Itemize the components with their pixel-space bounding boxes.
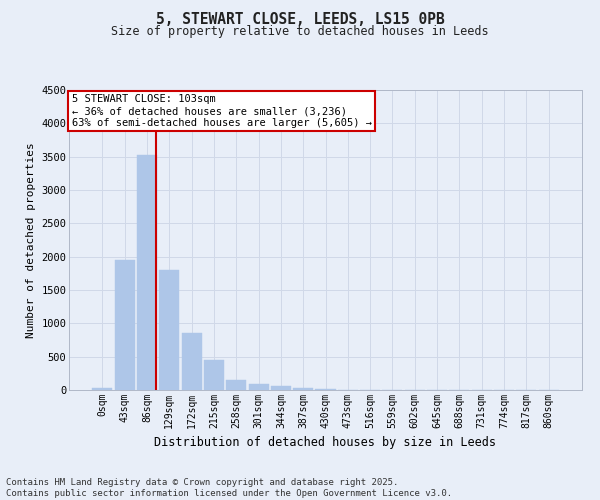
Bar: [226, 380, 246, 390]
Bar: [182, 334, 202, 390]
Bar: [115, 260, 135, 390]
Y-axis label: Number of detached properties: Number of detached properties: [26, 142, 35, 338]
Text: 5 STEWART CLOSE: 103sqm
← 36% of detached houses are smaller (3,236)
63% of semi: 5 STEWART CLOSE: 103sqm ← 36% of detache…: [71, 94, 371, 128]
Bar: [271, 386, 291, 390]
Bar: [159, 270, 179, 390]
Text: Contains HM Land Registry data © Crown copyright and database right 2025.
Contai: Contains HM Land Registry data © Crown c…: [6, 478, 452, 498]
Bar: [137, 156, 157, 390]
Bar: [92, 388, 112, 390]
Bar: [293, 388, 313, 390]
Bar: [248, 384, 269, 390]
X-axis label: Distribution of detached houses by size in Leeds: Distribution of detached houses by size …: [155, 436, 497, 450]
Text: Size of property relative to detached houses in Leeds: Size of property relative to detached ho…: [111, 25, 489, 38]
Text: 5, STEWART CLOSE, LEEDS, LS15 0PB: 5, STEWART CLOSE, LEEDS, LS15 0PB: [155, 12, 445, 28]
Bar: [204, 360, 224, 390]
